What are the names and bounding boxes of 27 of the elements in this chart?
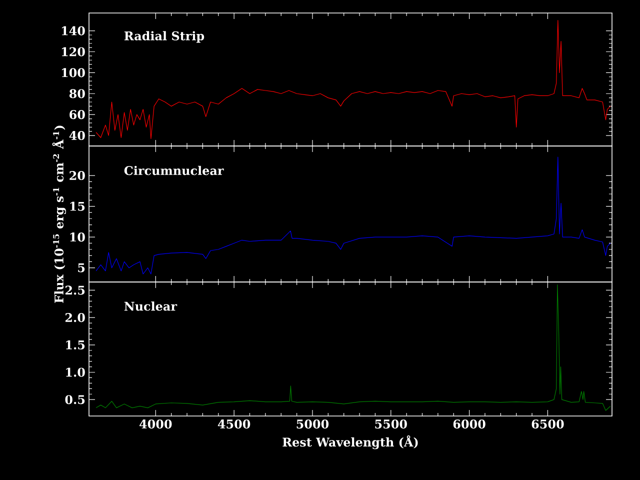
annotation: Radial Strip bbox=[124, 31, 204, 43]
y-tick-label: 2.0 bbox=[65, 313, 85, 322]
y-tick-label: 120 bbox=[62, 47, 85, 56]
x-axis-title: Rest Wavelength (Å) bbox=[282, 435, 418, 450]
y-tick-label: 60 bbox=[70, 110, 85, 120]
annotation: Circumnuclear bbox=[124, 166, 224, 176]
x-tick-label: 4500 bbox=[218, 420, 250, 429]
y-tick-label: 20 bbox=[70, 171, 85, 180]
x-tick-label: 5500 bbox=[375, 420, 407, 429]
y-tick-label: 140 bbox=[62, 26, 85, 36]
y-tick-label: 10 bbox=[70, 232, 85, 242]
text: Flux (10$^{-15}$ erg s$^{-1}$ cm$^{-2}$ Å$^{-1}$) bbox=[52, 126, 66, 303]
y-tick-label: 100 bbox=[62, 68, 85, 78]
y-tick-label: 15 bbox=[70, 202, 85, 211]
x-tick-label: 4000 bbox=[140, 420, 172, 429]
y-tick-label: 5 bbox=[78, 263, 85, 272]
x-tick-label: 5000 bbox=[296, 420, 329, 429]
x-tick-label: 6000 bbox=[453, 420, 486, 429]
y-tick-label: 1.5 bbox=[66, 340, 85, 350]
y-tick-label: 2.5 bbox=[65, 286, 85, 295]
y-tick-label: 80 bbox=[69, 89, 85, 98]
y-tick-label: 0.5 bbox=[65, 395, 85, 404]
y-tick-label: 1.0 bbox=[66, 368, 85, 377]
annotation: Nuclear bbox=[124, 302, 178, 311]
line-series bbox=[96, 20, 611, 139]
x-tick-label: 6500 bbox=[532, 420, 564, 429]
y-tick-label: 40 bbox=[69, 131, 85, 140]
